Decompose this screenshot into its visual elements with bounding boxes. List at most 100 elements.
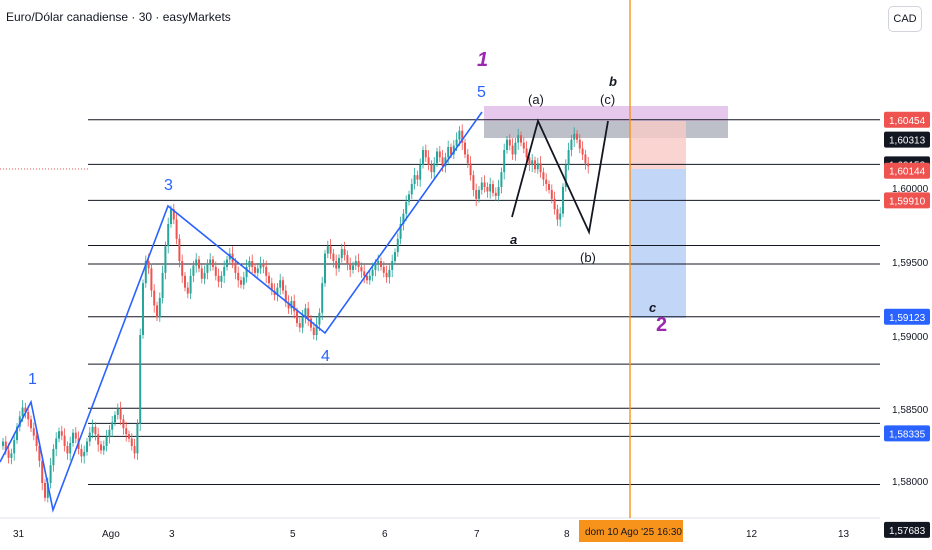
candle-body [489,184,492,192]
candle-body [578,139,581,149]
candle-body [455,139,458,146]
candle-body [58,431,60,439]
x-cursor-tag [579,520,683,542]
price-axis[interactable] [880,0,932,550]
candle-body [581,148,584,155]
currency-button[interactable]: CAD [888,6,922,32]
price-tag-label: 1,60313 [889,136,926,147]
candle-body [478,189,480,199]
x-tick-label: 6 [382,529,388,540]
candle-body [480,182,483,190]
candle-body [548,184,550,190]
candle-body [296,311,298,324]
candle-body [310,318,312,328]
candle-body [248,261,251,267]
y-tick-label: 1,59500 [892,258,929,269]
candle-body [427,157,430,165]
candle-body [472,175,475,190]
candle-body [83,451,86,457]
candle-body [570,139,573,150]
candle-body [396,238,399,253]
candle-body [153,290,156,306]
y-tick-label: 1,58500 [892,405,929,416]
candle-body [276,287,279,296]
candle-body [86,441,88,452]
candle-body [49,465,52,483]
candle-body [441,157,444,167]
candle-body [335,261,338,269]
candle-body [340,249,343,259]
candle-body [497,187,500,196]
candle-body [259,263,262,269]
wave-b-sub-label: (b) [580,250,596,265]
candle-body [458,130,461,140]
candle-body [338,258,340,269]
candle-body [307,308,310,319]
candle-body [508,139,511,146]
candle-body [242,277,245,285]
candle-body [66,446,69,454]
candle-body [254,266,256,273]
candle-body [170,209,172,224]
candle-body [525,148,528,158]
candle-body [371,269,374,276]
target-box-purple [484,106,728,121]
candle-body [16,426,18,441]
candle-body [147,261,150,269]
candle-body [517,135,520,143]
candle-body [506,139,508,150]
price-tag-label: 1,59910 [889,196,926,207]
candle-body [466,154,469,164]
candle-body [475,189,478,199]
candle-body [522,142,525,149]
candle-body [156,305,158,318]
wave-1-label: 1 [28,371,37,388]
candle-body [587,163,590,167]
candle-body [287,302,290,309]
y-tick-label: 1,59000 [892,332,929,343]
candle-body [116,409,119,415]
candle-body [332,253,335,261]
y-tick-label: 1,58000 [892,477,929,488]
candle-body [380,261,382,267]
candle-body [52,448,55,466]
candle-body [200,268,203,279]
candle-body [483,182,486,187]
candle-body [175,219,178,239]
candle-body [486,187,489,192]
candle-body [368,275,371,281]
candle-body [559,213,562,220]
x-tick-label: 13 [838,529,850,540]
candle-body [46,483,49,498]
candle-body [562,187,564,214]
candle-body [514,142,517,155]
candle-body [72,432,74,444]
candle-body [377,261,380,264]
candle-body [158,298,161,318]
candle-body [492,184,494,193]
x-tick-label: 12 [746,529,758,540]
candle-body [44,483,46,498]
candle-body [500,172,503,187]
candle-body [464,142,466,155]
candle-body [550,189,553,199]
candle-body [24,407,27,412]
candle-body [388,269,391,278]
candlestick-series [2,124,590,503]
candle-body [35,435,38,446]
degree-2-label: 2 [656,314,667,336]
candle-body [226,259,228,267]
candle-body [105,437,108,446]
candle-body [38,446,41,461]
y-tick-label: 1,60000 [892,184,929,195]
candle-body [385,272,388,278]
candle-body [410,184,413,195]
price-tag-label: 1,59123 [889,313,926,324]
candle-body [164,246,167,273]
x-tick-label: 7 [474,529,480,540]
candle-body [382,266,385,273]
candle-body [41,460,44,483]
candle-body [564,164,567,187]
candle-body [60,431,63,436]
